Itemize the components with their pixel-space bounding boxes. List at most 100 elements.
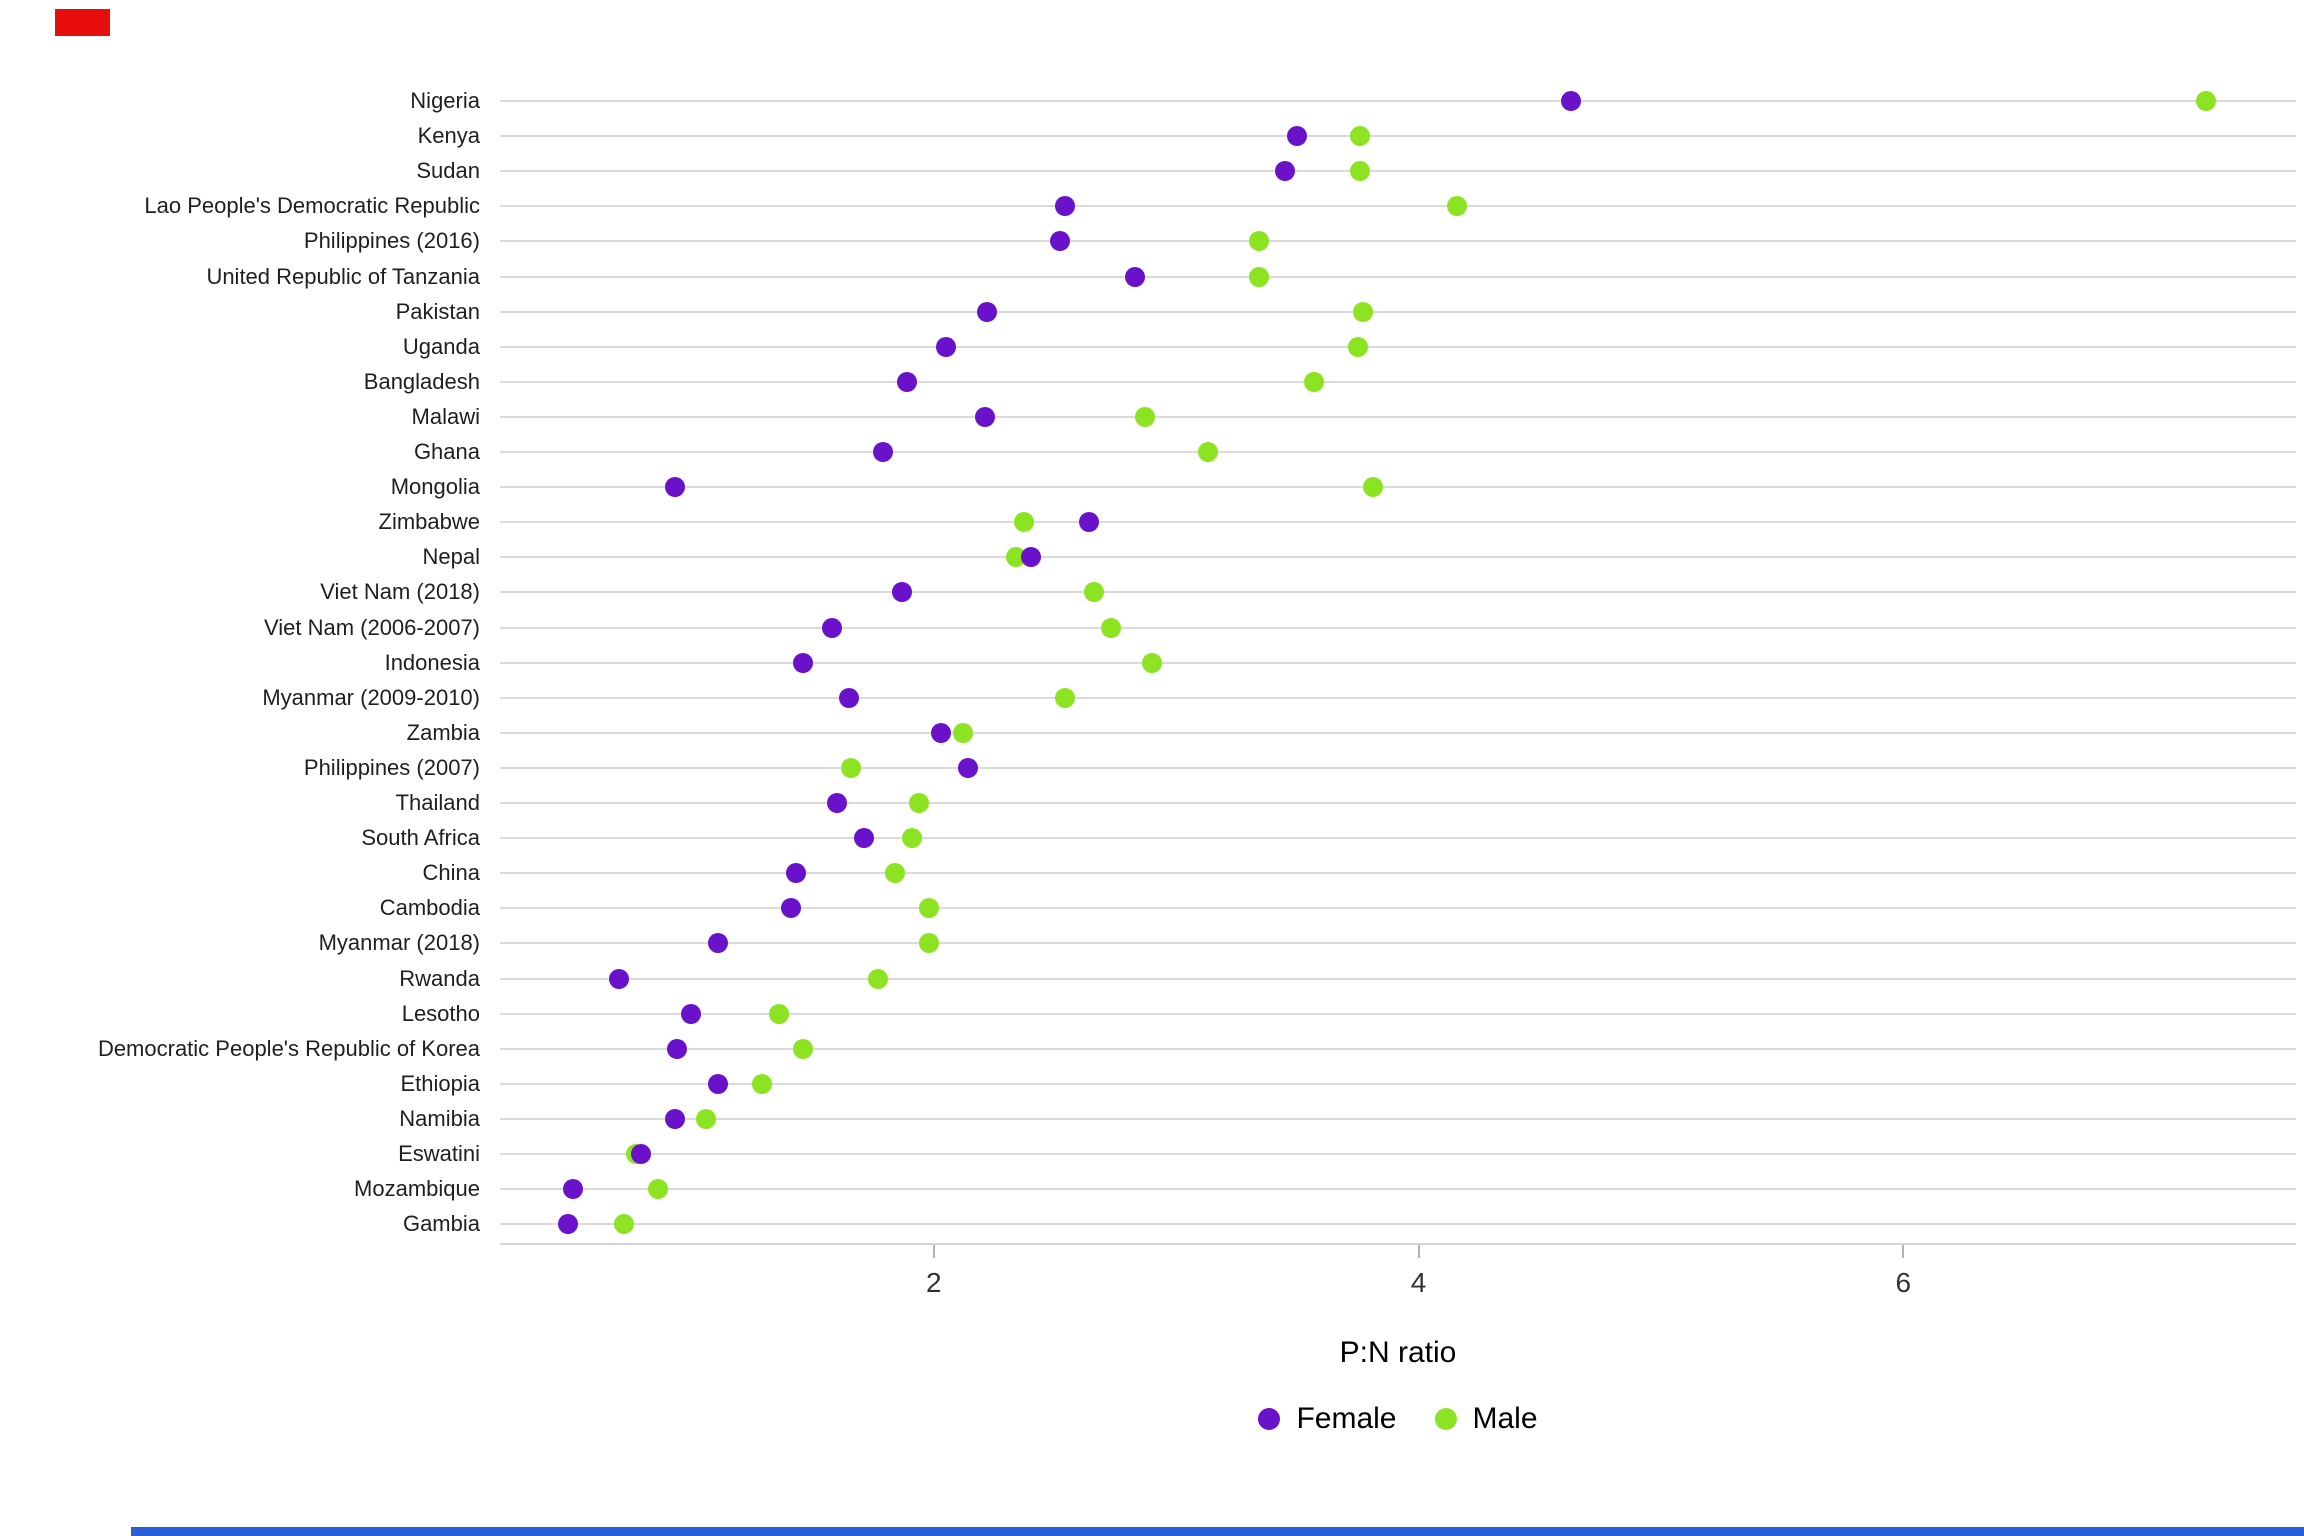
dot-male bbox=[1248, 231, 1269, 252]
gridline bbox=[500, 696, 2296, 699]
gridline bbox=[500, 661, 2296, 664]
dot-male bbox=[613, 1214, 634, 1235]
y-axis-label: Democratic People's Republic of Korea bbox=[97, 1035, 480, 1061]
dot-female bbox=[1054, 196, 1075, 217]
gridline bbox=[500, 451, 2296, 453]
screenshot-artifact-blue-bar bbox=[131, 1527, 2304, 1536]
y-axis-label: Namibia bbox=[399, 1105, 480, 1131]
y-axis-label: United Republic of Tanzania bbox=[206, 263, 480, 289]
y-axis-label: Sudan bbox=[416, 158, 480, 184]
dot-male bbox=[1013, 512, 1034, 533]
dot-female bbox=[931, 722, 952, 743]
male-dot-icon bbox=[1434, 1408, 1457, 1430]
y-axis-label: South Africa bbox=[361, 825, 480, 851]
plot-panel bbox=[500, 83, 2296, 1245]
y-axis-label: Lao People's Democratic Republic bbox=[144, 193, 480, 219]
gridline bbox=[500, 1153, 2296, 1155]
dot-female bbox=[839, 687, 860, 708]
gridline bbox=[500, 205, 2296, 208]
y-axis-label: Myanmar (2018) bbox=[318, 930, 480, 956]
y-axis-label: Zambia bbox=[406, 719, 480, 745]
y-axis-label: Bangladesh bbox=[363, 368, 480, 394]
dot-female bbox=[872, 442, 893, 462]
dot-male bbox=[919, 898, 939, 919]
y-axis-label: Zimbabwe bbox=[378, 509, 480, 535]
dot-male bbox=[1350, 126, 1371, 147]
dot-female bbox=[1287, 126, 1308, 147]
dot-female bbox=[1275, 161, 1296, 182]
y-axis-label: Rwanda bbox=[399, 965, 480, 991]
gridline bbox=[500, 591, 2296, 594]
y-axis-label: Philippines (2007) bbox=[303, 754, 480, 780]
y-axis-label: Nepal bbox=[422, 544, 480, 570]
dot-female bbox=[708, 1073, 729, 1094]
y-axis-label: Lesotho bbox=[401, 1000, 480, 1026]
y-axis-label: Nigeria bbox=[410, 88, 480, 113]
dot-male bbox=[792, 1038, 813, 1059]
legend-item-female: Female bbox=[1258, 1402, 1397, 1436]
x-tick-label: 4 bbox=[1410, 1267, 1427, 1298]
dot-male bbox=[952, 722, 973, 743]
dot-male bbox=[1100, 617, 1121, 638]
dot-male bbox=[1304, 371, 1325, 392]
dot-female bbox=[977, 301, 998, 322]
gridline bbox=[500, 380, 2296, 383]
dot-female bbox=[974, 406, 995, 427]
dot-male bbox=[1134, 406, 1155, 427]
y-axis-label: Ghana bbox=[413, 439, 480, 464]
dot-female bbox=[780, 898, 801, 919]
legend-label-male: Male bbox=[1472, 1402, 1538, 1435]
dot-male bbox=[768, 1003, 789, 1024]
y-axis-label: Kenya bbox=[417, 123, 480, 149]
gridline bbox=[500, 766, 2296, 769]
dot-male bbox=[1197, 442, 1218, 462]
dot-female bbox=[853, 828, 874, 849]
y-axis-label: Mozambique bbox=[354, 1176, 480, 1202]
dot-female bbox=[1078, 512, 1099, 533]
dot-female bbox=[562, 1179, 583, 1200]
gridline bbox=[500, 521, 2296, 524]
y-axis-label: Uganda bbox=[402, 333, 480, 359]
dot-male bbox=[909, 793, 930, 813]
dot-male bbox=[1447, 196, 1468, 217]
dot-female bbox=[897, 371, 918, 392]
y-axis-label: Gambia bbox=[402, 1211, 480, 1237]
gridline bbox=[500, 135, 2296, 138]
gridline bbox=[500, 731, 2296, 734]
legend: Female Male bbox=[500, 1396, 2296, 1442]
dot-male bbox=[841, 757, 862, 778]
gridline bbox=[500, 1047, 2296, 1050]
dot-male bbox=[919, 933, 939, 954]
x-tick bbox=[1902, 1245, 1905, 1258]
dot-male bbox=[1362, 477, 1383, 498]
y-axis-label: Viet Nam (2006-2007) bbox=[263, 614, 480, 640]
y-axis-label: Myanmar (2009-2010) bbox=[262, 684, 480, 710]
gridline bbox=[500, 486, 2296, 489]
dot-male bbox=[1348, 336, 1368, 357]
dot-male bbox=[902, 828, 923, 849]
gridline bbox=[500, 1012, 2296, 1015]
dot-male bbox=[751, 1073, 772, 1094]
gridline bbox=[500, 977, 2296, 980]
dot-male bbox=[1248, 266, 1269, 287]
x-axis: 2 4 6 bbox=[500, 1243, 2296, 1313]
gridline bbox=[500, 626, 2296, 629]
gridline bbox=[500, 100, 2296, 102]
legend-item-male: Male bbox=[1434, 1402, 1538, 1436]
dot-female bbox=[708, 933, 729, 954]
dot-male bbox=[1054, 687, 1075, 708]
gridline bbox=[500, 170, 2296, 173]
dot-female bbox=[785, 863, 806, 884]
dot-male bbox=[1352, 301, 1373, 322]
dot-female bbox=[608, 968, 629, 989]
dot-female bbox=[792, 652, 813, 673]
dot-female bbox=[826, 793, 847, 813]
gridline bbox=[500, 1188, 2296, 1191]
y-axis-label: Philippines (2016) bbox=[303, 228, 480, 254]
dot-male bbox=[696, 1108, 717, 1129]
dot-male bbox=[1350, 161, 1371, 182]
gridline bbox=[500, 802, 2296, 804]
y-axis-labels: Nigeria Kenya Sudan Lao People's Democratic… bbox=[0, 83, 488, 1243]
y-axis-label: Pakistan bbox=[395, 298, 480, 324]
